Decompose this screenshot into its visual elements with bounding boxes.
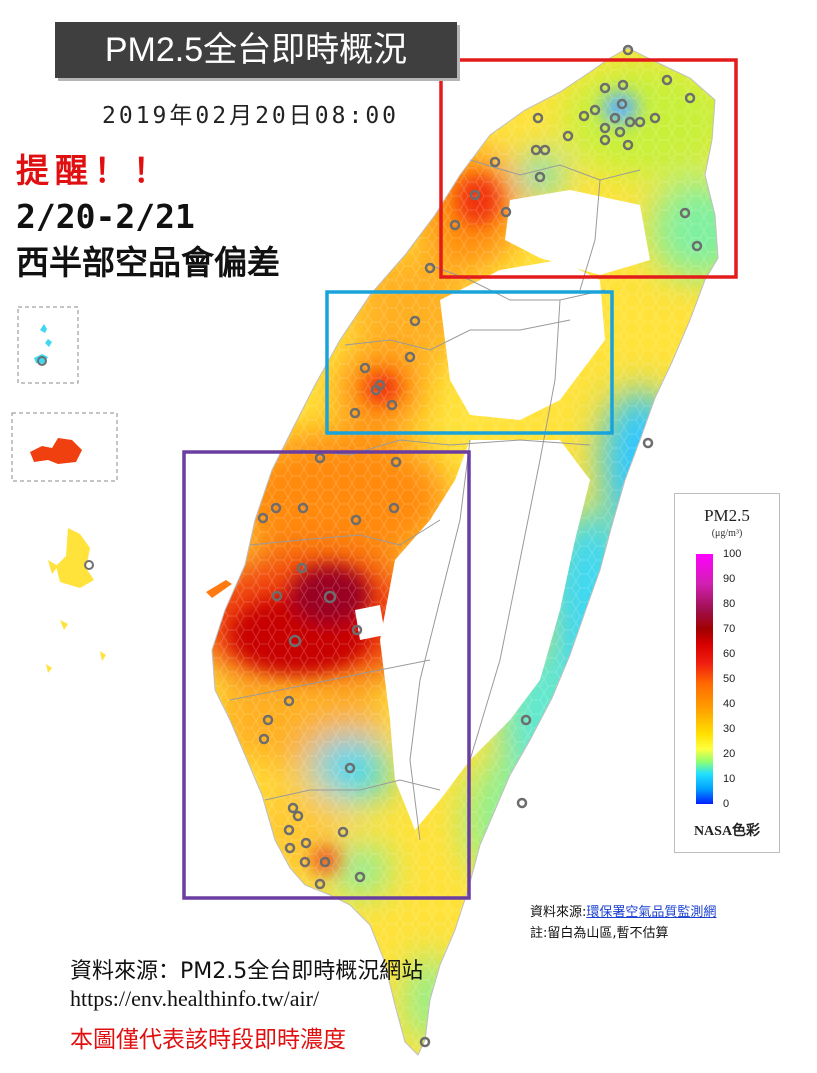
- legend-tick-label: 0: [723, 798, 730, 810]
- alert-dates: 2/20-2/21: [16, 197, 195, 236]
- legend-unit: (μg/m³): [711, 528, 743, 539]
- central-highlight-box: [325, 290, 614, 435]
- alert-heading: 提醒！！: [16, 151, 172, 190]
- pm25-legend: PM2.5 (μg/m³) 100 90 80 70 60 50 40 30 20 10 0 NAS…: [674, 493, 780, 853]
- legend-tick-label: 100: [723, 548, 742, 560]
- disclaimer: 本圖僅代表該時段即時濃度: [70, 1027, 346, 1053]
- data-source-note: 資料來源:環保署空氣品質監測網 註:留白為山區,暫不估算: [530, 902, 716, 944]
- outlying-islands: [11, 306, 232, 673]
- legend-title: PM2.5: [704, 506, 750, 525]
- mountain-note: 註:留白為山區,暫不估算: [530, 926, 669, 941]
- source-link[interactable]: 環保署空氣品質監測網: [586, 905, 717, 920]
- monitoring-stations: [257, 44, 703, 1048]
- legend-tick-label: 30: [723, 723, 736, 735]
- legend-color-scheme: NASA色彩: [693, 824, 761, 839]
- source-label: 資料來源:: [530, 905, 587, 920]
- page-title: PM2.5全台即時概況: [55, 22, 457, 78]
- legend-tick-label: 70: [723, 623, 736, 635]
- alert-message: 西半部空品會偏差: [16, 243, 280, 282]
- legend-tick-label: 20: [723, 748, 736, 760]
- legend-tick-label: 90: [723, 573, 736, 585]
- legend-tick-label: 50: [723, 673, 736, 685]
- north-highlight-box: [439, 58, 738, 279]
- county-boundaries: [229, 159, 641, 841]
- southwest-highlight-box: [182, 450, 471, 900]
- timestamp: 2019年02月20日08:00: [102, 103, 400, 129]
- source-main: 資料來源：PM2.5全台即時概況網站: [70, 959, 424, 984]
- legend-tick-label: 80: [723, 598, 736, 610]
- legend-tick-label: 10: [723, 773, 736, 785]
- alert-block: 提醒！！ 2/20-2/21 西半部空品會偏差: [16, 148, 280, 286]
- legend-colorbar: [696, 554, 713, 804]
- legend-tick-label: 40: [723, 698, 736, 710]
- source-url[interactable]: https://env.healthinfo.tw/air/: [70, 986, 320, 1011]
- legend-tick-label: 60: [723, 648, 736, 660]
